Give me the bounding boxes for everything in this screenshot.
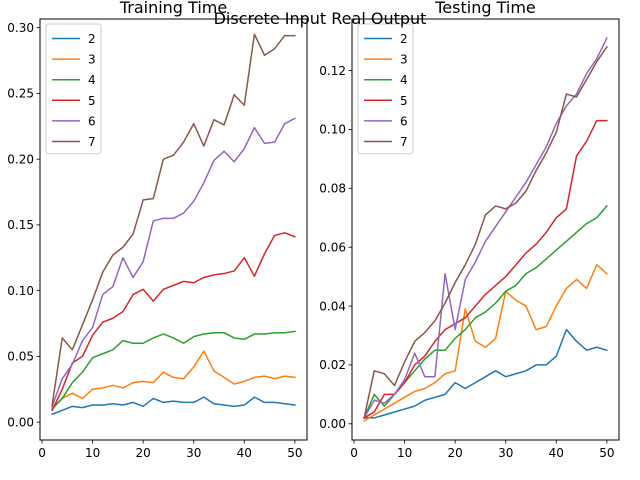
training-time-series-4-line: [51, 330, 296, 411]
testing-time-series-5-line: [363, 119, 608, 419]
testing-time-ytick-label: 0.02: [319, 358, 346, 372]
testing-time-series-7-line: [363, 45, 608, 419]
testing-time-series: [363, 37, 608, 422]
training-time-legend: 2 3 4 5 6 7: [45, 23, 102, 155]
training-time-series-3-line: [51, 350, 296, 409]
testing-time-ytick-label: 0.08: [319, 182, 346, 196]
training-time-title: Training Time: [119, 0, 227, 17]
training-time-ytick-label: 0.05: [7, 350, 34, 364]
testing-time-legend-label-5: 5: [400, 94, 408, 108]
training-time-xtick-label: 20: [136, 446, 151, 460]
testing-time-ytick-label: 0.04: [319, 299, 346, 313]
training-time-legend-label-2: 2: [88, 32, 96, 46]
training-time-xtick-label: 10: [85, 446, 100, 460]
training-time-plot-frame: [39, 18, 308, 441]
testing-time-title: Testing Time: [434, 0, 536, 17]
training-time-xtick-label: 40: [237, 446, 252, 460]
testing-time-ytick-label: 0.06: [319, 240, 346, 254]
testing-time-xtick-label: 40: [549, 446, 564, 460]
training-time-subplot: Training Time 0 10 20 30 40 50 0.00 0.05 0.10 0.1…: [7, 0, 308, 460]
testing-time-legend: 2 3 4 5 6 7: [357, 23, 414, 155]
training-time-series-5-line: [51, 232, 296, 412]
training-time-xtick-label: 0: [38, 446, 46, 460]
testing-time-plot-frame: [351, 18, 620, 441]
training-time-ytick-label: 0.30: [7, 21, 34, 35]
testing-time-xtick-label: 20: [448, 446, 463, 460]
testing-time-subplot: Testing Time 0 10 20 30 40 50 0.00 0.02 0.04 0.06…: [319, 0, 620, 460]
testing-time-legend-label-4: 4: [400, 73, 408, 87]
training-time-legend-label-5: 5: [88, 94, 96, 108]
training-time-legend-label-4: 4: [88, 73, 96, 87]
training-time-xtick-label: 50: [287, 446, 302, 460]
testing-time-legend-label-7: 7: [400, 135, 408, 149]
testing-time-ytick-label: 0.10: [319, 123, 346, 137]
testing-time-ytick-label: 0.12: [319, 64, 346, 78]
training-time-series-7-line: [51, 33, 296, 406]
testing-time-xtick-label: 30: [498, 446, 513, 460]
testing-time-ytick-label: 0.00: [319, 417, 346, 431]
testing-time-axes: 0 10 20 30 40 50 0.00 0.02 0.04 0.06 0.08 0.10 0.12: [319, 64, 614, 460]
testing-time-xtick-label: 10: [397, 446, 412, 460]
testing-time-legend-label-6: 6: [400, 114, 408, 128]
training-time-xtick-label: 30: [186, 446, 201, 460]
training-time-legend-label-3: 3: [88, 53, 96, 67]
training-time-series-2-line: [51, 396, 296, 416]
testing-time-legend-label-2: 2: [400, 32, 408, 46]
training-time-ytick-label: 0.25: [7, 87, 34, 101]
testing-time-xtick-label: 0: [350, 446, 358, 460]
training-time-ytick-label: 0.00: [7, 415, 34, 429]
training-time-legend-label-7: 7: [88, 135, 96, 149]
training-time-legend-label-6: 6: [88, 114, 96, 128]
testing-time-xtick-label: 50: [599, 446, 614, 460]
testing-time-series-6-line: [363, 37, 608, 419]
testing-time-series-3-line: [363, 264, 608, 422]
training-time-ytick-label: 0.20: [7, 152, 34, 166]
figure-suptitle: Discrete Input Real Output: [214, 9, 427, 28]
training-time-ytick-label: 0.10: [7, 284, 34, 298]
testing-time-series-2-line: [363, 328, 608, 419]
training-time-ytick-label: 0.15: [7, 218, 34, 232]
testing-time-legend-label-3: 3: [400, 53, 408, 67]
training-time-series-6-line: [51, 117, 296, 408]
training-time-series: [51, 33, 296, 416]
training-time-axes: 0 10 20 30 40 50 0.00 0.05 0.10 0.15 0.20 0.25 0.30: [7, 21, 302, 460]
